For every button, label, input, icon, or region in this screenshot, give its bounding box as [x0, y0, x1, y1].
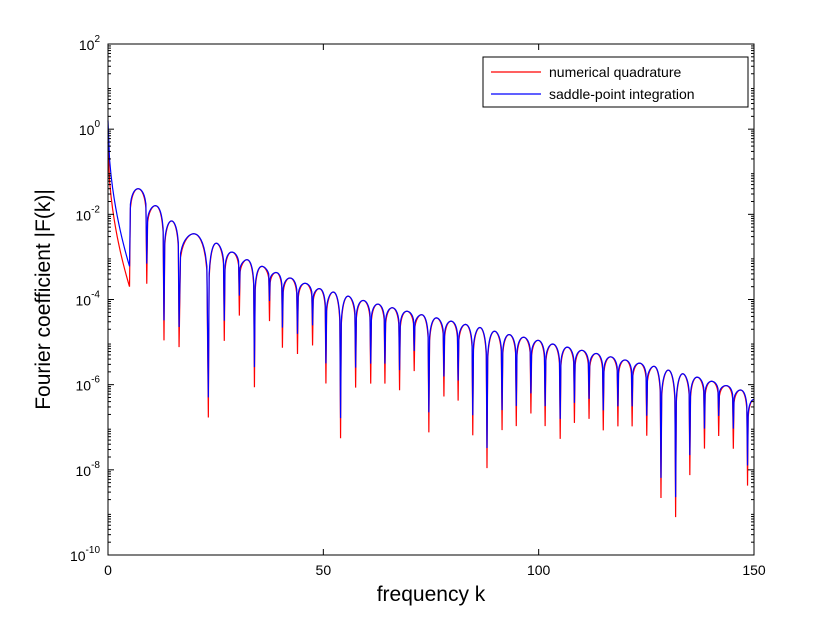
x-tick-label: 100	[527, 562, 551, 578]
ticks-layer: 0 50 100 150 102 100 10-2 10-4 10-6 10-8 10-10	[70, 34, 766, 578]
x-tick-label: 150	[742, 562, 766, 578]
y-tick-label: 100	[79, 119, 101, 138]
legend-box	[482, 56, 749, 108]
x-tick-label: 50	[316, 562, 332, 578]
x-tick-label: 0	[104, 562, 112, 578]
y-axis-label: Fourier coefficient |F(k)|	[32, 189, 55, 410]
y-tick-label: 102	[79, 34, 101, 53]
y-tick-label: 10-6	[76, 375, 101, 394]
y-tick-label: 10-2	[76, 204, 101, 223]
legend: numerical quadrature saddle-point integr…	[482, 56, 749, 108]
series-layer	[107, 120, 755, 518]
y-tick-label: 10-8	[76, 460, 101, 479]
legend-label-saddle-point-integration: saddle-point integration	[549, 86, 695, 102]
legend-label-numerical-quadrature: numerical quadrature	[549, 64, 682, 80]
x-axis-label: frequency k	[377, 583, 486, 606]
y-tick-label: 10-4	[76, 290, 101, 309]
y-tick-label: 10-10	[70, 545, 100, 564]
series-line-saddle-point-integration	[107, 120, 755, 498]
